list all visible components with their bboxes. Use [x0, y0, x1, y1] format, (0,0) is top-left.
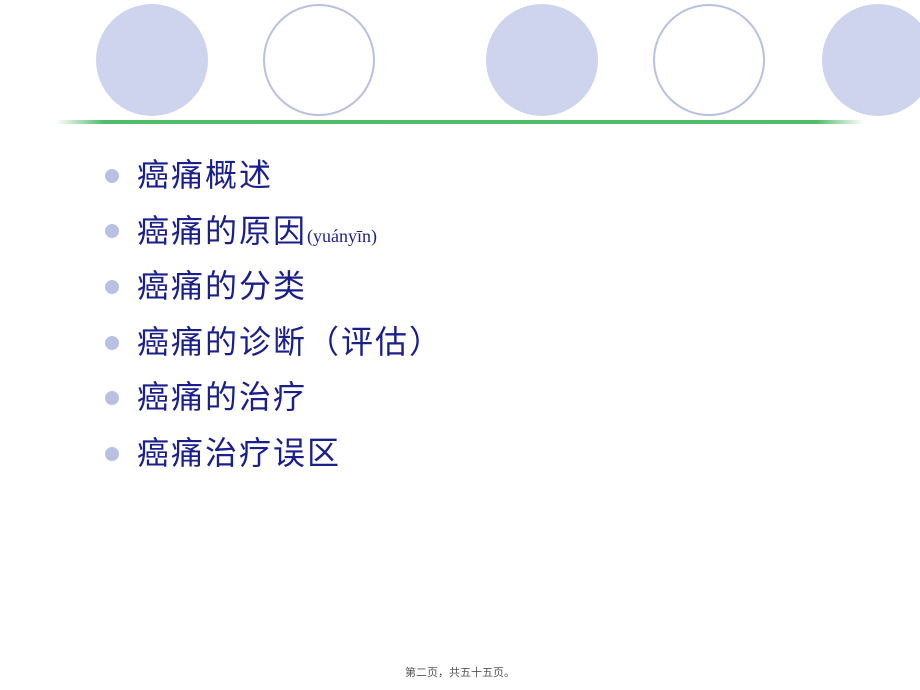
bullet-icon — [105, 169, 119, 183]
bullet-icon — [105, 391, 119, 405]
list-item: 癌痛的诊断（评估） — [105, 322, 805, 364]
bullet-list: 癌痛概述癌痛的原因(yuányīn) 癌痛的分类癌痛的诊断（评估） 癌痛的治疗癌痛治… — [105, 155, 805, 489]
list-item: 癌痛的治疗 — [105, 377, 805, 419]
list-item-text: 癌痛的分类 — [137, 266, 307, 308]
decor-circle-2 — [486, 4, 598, 116]
decor-circle-1 — [263, 4, 375, 116]
list-item-text: 癌痛的原因(yuányīn) — [137, 211, 377, 253]
list-item-text: 癌痛治疗误区 — [137, 433, 341, 475]
list-item-text: 癌痛概述 — [137, 155, 273, 197]
bullet-icon — [105, 280, 119, 294]
bullet-icon — [105, 447, 119, 461]
list-item: 癌痛治疗误区 — [105, 433, 805, 475]
divider-line — [56, 120, 864, 124]
header-decor — [0, 0, 920, 130]
page-footer: 第二页，共五十五页。 — [0, 664, 920, 680]
bullet-icon — [105, 224, 119, 238]
list-item: 癌痛的分类 — [105, 266, 805, 308]
decor-circle-4 — [822, 4, 920, 116]
list-item: 癌痛概述 — [105, 155, 805, 197]
pinyin-annotation: (yuányīn) — [307, 226, 377, 246]
slide: 癌痛概述癌痛的原因(yuányīn) 癌痛的分类癌痛的诊断（评估） 癌痛的治疗癌痛治… — [0, 0, 920, 690]
decor-circle-0 — [96, 4, 208, 116]
bullet-icon — [105, 336, 119, 350]
list-item: 癌痛的原因(yuányīn) — [105, 211, 805, 253]
list-item-text: 癌痛的治疗 — [137, 377, 307, 419]
decor-circle-3 — [653, 4, 765, 116]
list-item-text: 癌痛的诊断（评估） — [137, 322, 443, 364]
